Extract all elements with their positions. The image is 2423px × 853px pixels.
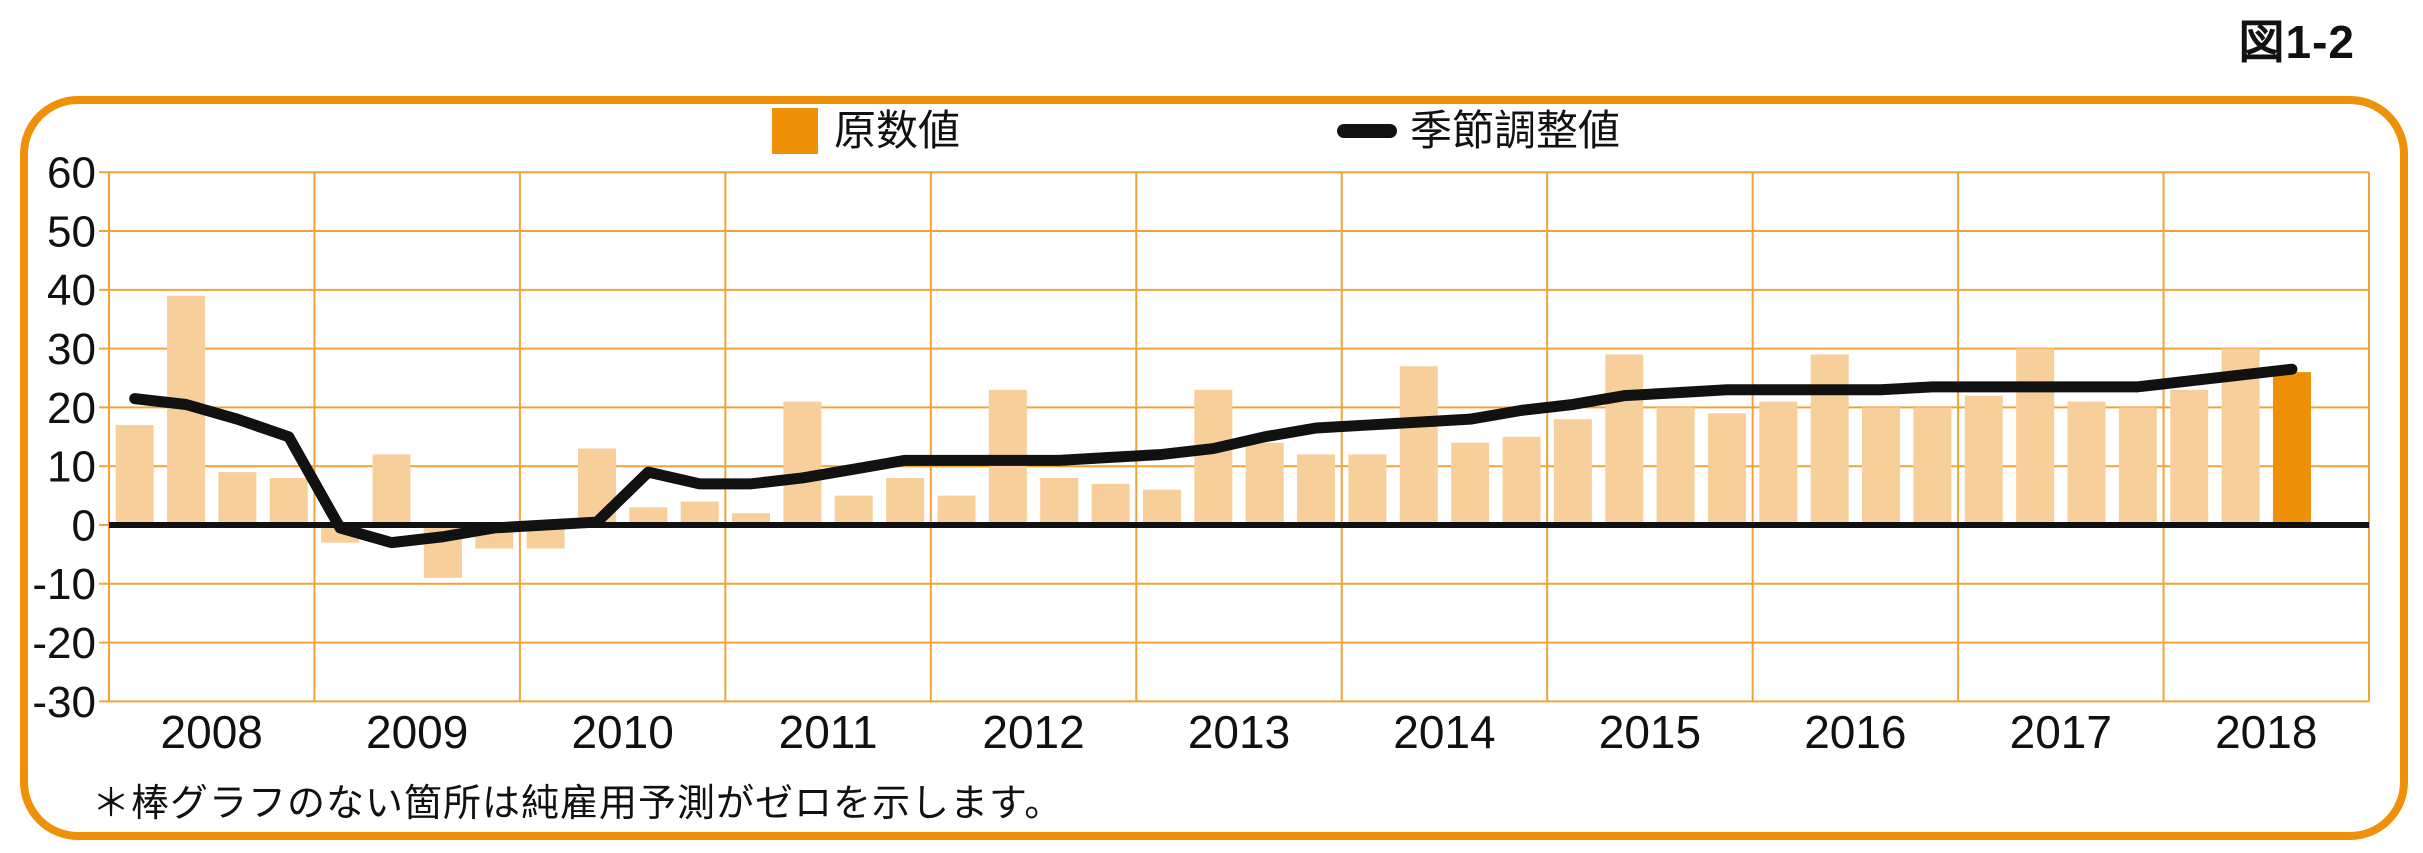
bar <box>1091 483 1130 525</box>
bar <box>1605 354 1644 525</box>
bar <box>1707 413 1746 525</box>
bar <box>1194 389 1233 525</box>
legend-bar-label: 原数値 <box>834 107 961 154</box>
bar <box>1348 454 1387 525</box>
bar-highlight <box>2272 372 2311 525</box>
bar <box>2016 348 2055 525</box>
x-year-label: 2011 <box>779 706 878 758</box>
bar <box>2170 389 2209 525</box>
bar <box>1040 477 1079 525</box>
y-tick-label: 0 <box>72 501 96 550</box>
x-year-label: 2008 <box>161 706 263 758</box>
bar <box>1142 489 1181 525</box>
bar <box>1297 454 1336 525</box>
bar <box>886 477 925 525</box>
legend-bar-swatch <box>772 108 818 154</box>
bar <box>834 495 873 525</box>
bar <box>1964 395 2003 525</box>
bar <box>1399 366 1438 525</box>
bar <box>1502 436 1541 525</box>
bar <box>115 425 154 525</box>
bar <box>937 495 976 525</box>
y-tick-label: 60 <box>47 149 96 198</box>
y-tick-label: 30 <box>47 325 96 374</box>
x-year-label: 2012 <box>982 706 1084 758</box>
bar <box>783 401 822 525</box>
x-year-label: 2013 <box>1188 706 1290 758</box>
y-tick-label: 20 <box>47 384 96 433</box>
y-tick-label: -30 <box>32 678 96 727</box>
bar <box>1553 419 1592 525</box>
x-year-label: 2015 <box>1599 706 1701 758</box>
x-year-label: 2010 <box>571 706 673 758</box>
bar <box>2067 401 2106 525</box>
bar <box>269 477 308 525</box>
bar <box>1913 407 1952 525</box>
chart-note: ＊棒グラフのない箇所は純雇用予測がゼロを示します。 <box>92 783 1064 825</box>
bar <box>732 513 771 525</box>
y-tick-label: 10 <box>47 443 96 492</box>
y-tick-label: -20 <box>32 619 96 668</box>
bar <box>1245 442 1284 525</box>
bar <box>2118 407 2157 525</box>
bar <box>1759 401 1798 525</box>
x-year-label: 2014 <box>1393 706 1495 758</box>
bar <box>1862 407 1901 525</box>
y-tick-label: 40 <box>47 266 96 315</box>
bar <box>218 472 257 525</box>
x-year-label: 2017 <box>2010 706 2112 758</box>
y-tick-label: -10 <box>32 560 96 609</box>
bar <box>680 501 719 525</box>
y-tick-label: 50 <box>47 207 96 256</box>
legend-line-label: 季節調整値 <box>1410 107 1621 154</box>
x-year-label: 2016 <box>1804 706 1906 758</box>
x-year-label: 2018 <box>2215 706 2317 758</box>
bar <box>372 454 411 525</box>
figure-title: 図1-2 <box>2238 16 2355 68</box>
bar <box>629 507 668 525</box>
bar <box>1810 354 1849 525</box>
bar <box>1451 442 1490 525</box>
x-year-label: 2009 <box>366 706 468 758</box>
series-line <box>129 363 2298 549</box>
bar <box>1656 407 1695 525</box>
legend-line-swatch <box>1337 124 1397 138</box>
